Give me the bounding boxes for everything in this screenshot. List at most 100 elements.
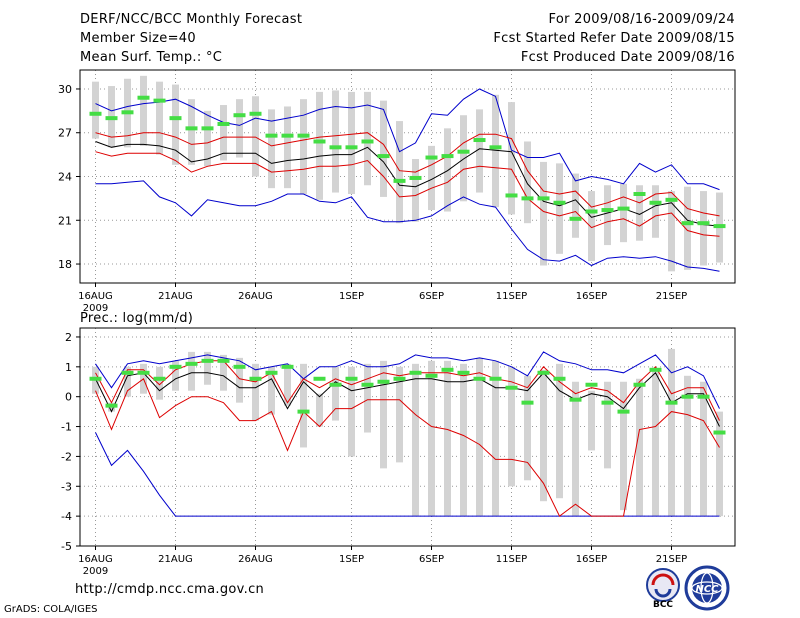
prec-ensemble-box: [444, 360, 451, 517]
prec-median-mark: [457, 370, 470, 375]
temp-ensemble-box: [348, 91, 355, 195]
temp-x-tick-label: 11SEP: [496, 291, 527, 302]
prec-ensemble-box: [316, 393, 323, 427]
temp-ensemble-box: [284, 106, 291, 189]
prec-median-mark: [233, 364, 246, 369]
prec-median-mark: [377, 379, 390, 384]
temp-ensemble-box: [700, 191, 707, 266]
temp-median-mark: [713, 224, 726, 229]
temp-ensemble-box: [364, 91, 371, 186]
prec-median-mark: [537, 370, 550, 375]
prec-ensemble-box: [604, 381, 611, 469]
prec-ensemble-box: [236, 357, 243, 403]
prec-median-mark: [137, 370, 150, 375]
prec-ensemble-box: [268, 366, 275, 415]
temp-ensemble-box: [188, 99, 195, 165]
temp-median-mark: [329, 145, 342, 150]
temp-envelope-min-line: [95, 180, 720, 272]
member-size-label: Member Size=40: [80, 31, 196, 46]
temp-median-mark: [537, 196, 550, 201]
prec-median-mark: [489, 376, 502, 381]
prec-x-tick-label: 16AUG: [78, 554, 113, 565]
temp-median-mark: [233, 113, 246, 118]
temp-x-tick-label: 21AUG: [158, 291, 193, 302]
prec-median-mark: [697, 394, 710, 399]
temp-x-year-label: 2009: [83, 303, 108, 314]
prec-x-tick-label: 6SEP: [419, 554, 444, 565]
prec-median-mark: [441, 367, 454, 372]
prec-x-tick-label: 11SEP: [496, 554, 527, 565]
prec-ensemble-box: [492, 360, 499, 517]
prec-median-mark: [713, 430, 726, 435]
prec-ensemble-box: [684, 375, 691, 517]
footer-url[interactable]: http://cmdp.ncc.cma.gov.cn: [75, 582, 265, 597]
temp-median-mark: [345, 145, 358, 150]
prec-y-tick-label: 0: [65, 391, 72, 404]
prec-median-mark: [633, 382, 646, 387]
ncc-logo-text: NCC: [695, 584, 719, 595]
temp-median-mark: [665, 197, 678, 202]
prec-median-mark: [169, 364, 182, 369]
temp-x-tick-label: 1SEP: [339, 291, 364, 302]
prec-median-mark: [153, 376, 166, 381]
fcst-produced-label: Fcst Produced Date 2009/08/16: [520, 50, 735, 65]
prec-ensemble-box: [668, 348, 675, 517]
prec-ensemble-box: [348, 366, 355, 457]
temp-median-mark: [153, 98, 166, 103]
temp-ensemble-box: [380, 100, 387, 197]
temp-ensemble-box: [476, 109, 483, 193]
temp-median-mark: [489, 145, 502, 150]
prec-median-mark: [313, 376, 326, 381]
temp-median-mark: [649, 200, 662, 205]
temp-ensemble-box: [588, 191, 595, 262]
temp-median-mark: [89, 111, 102, 116]
prec-y-tick-label: -5: [61, 540, 72, 553]
temp-median-mark: [137, 95, 150, 100]
temp-ensemble-box: [268, 109, 275, 189]
prec-ensemble-box: [380, 360, 387, 469]
temp-ensemble-box: [460, 115, 467, 202]
prec-median-mark: [297, 409, 310, 414]
prec-ensemble-box: [572, 381, 579, 517]
temp-x-tick-label: 6SEP: [419, 291, 444, 302]
prec-median-mark: [249, 376, 262, 381]
temp-median-mark: [425, 155, 438, 160]
prec-ensemble-box: [476, 357, 483, 517]
temp-ensemble-box: [412, 158, 419, 222]
prec-median-mark: [617, 409, 630, 414]
prec-ensemble-box: [508, 366, 515, 487]
temp-ensemble-box: [668, 191, 675, 272]
temp-median-mark: [681, 221, 694, 226]
temp-ensemble-box: [524, 141, 531, 224]
temp-ensemble-box: [252, 96, 259, 177]
prec-ensemble-box: [652, 369, 659, 517]
fcst-started-label: Fcst Started Refer Date 2009/08/15: [493, 31, 735, 46]
temp-ensemble-box: [444, 128, 451, 212]
temp-ensemble-box: [508, 102, 515, 215]
prec-median-mark: [521, 400, 534, 405]
temp-x-tick-label: 21SEP: [656, 291, 687, 302]
temp-median-mark: [105, 116, 118, 121]
prec-spread-upper-line: [95, 360, 720, 421]
prec-median-mark: [121, 370, 134, 375]
temp-ensemble-box: [396, 121, 403, 224]
prec-median-mark: [425, 373, 438, 378]
prec-median-mark: [473, 376, 486, 381]
temp-spread-upper-line: [95, 132, 720, 217]
prec-median-mark: [601, 400, 614, 405]
temp-ensemble-box: [236, 99, 243, 158]
temp-ensemble-box: [316, 91, 323, 200]
temp-median-mark: [169, 116, 182, 121]
prec-median-mark: [329, 382, 342, 387]
prec-ensemble-box: [540, 369, 547, 502]
prec-y-tick-label: -2: [61, 450, 72, 463]
prec-y-tick-label: -3: [61, 480, 72, 493]
temp-x-tick-label: 16SEP: [576, 291, 607, 302]
prec-median-mark: [201, 358, 214, 363]
precipitation-chart: -5 -4 -3 -2 -1 0 1 2 16AUG 21AUG 26AUG 1SEP 6SEP 11SE…: [61, 311, 736, 577]
temp-y-tick-label: 24: [58, 171, 72, 184]
bcc-logo-text: BCC: [653, 600, 673, 610]
prec-title: Prec.: log(mm/d): [80, 311, 193, 326]
prec-ensemble-box: [524, 375, 531, 481]
